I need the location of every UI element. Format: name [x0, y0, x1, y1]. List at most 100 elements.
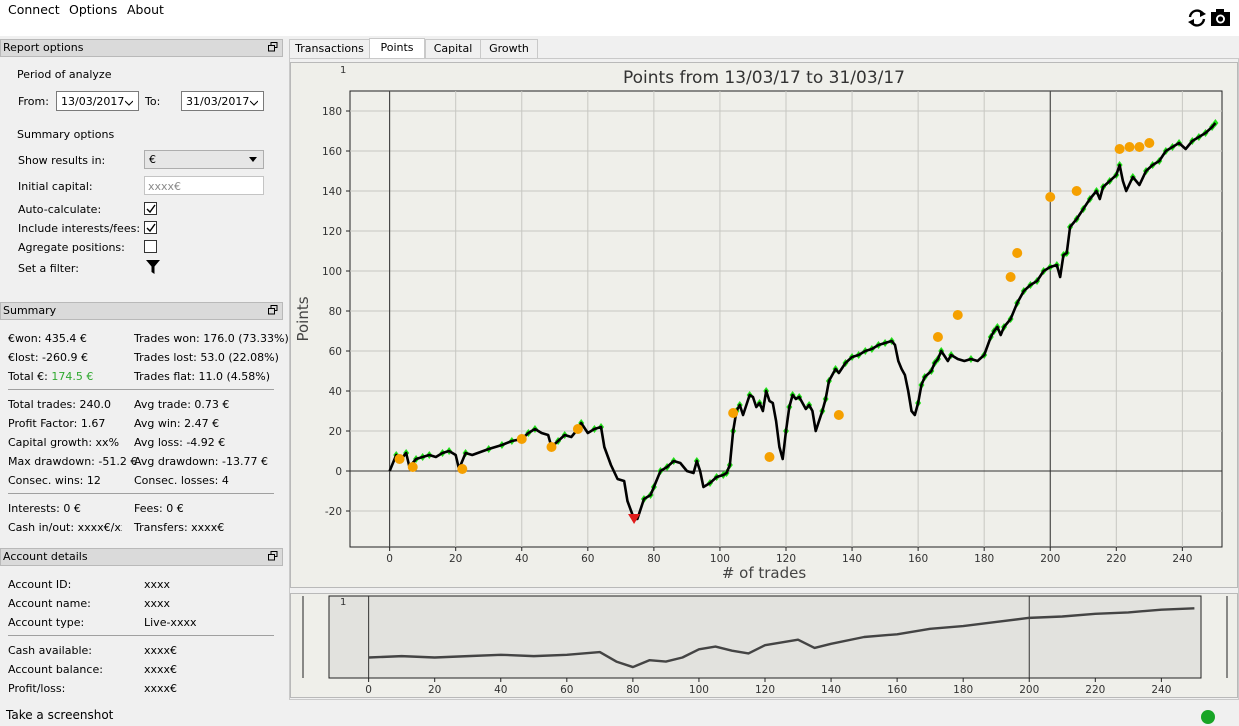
overview-x-tick-label: 220 [1085, 684, 1105, 696]
y-tick-label: 60 [329, 346, 342, 358]
divider [8, 389, 274, 390]
currency-select[interactable]: € [144, 150, 264, 169]
max-drawdown: Max drawdown: -51.2 € [8, 455, 138, 468]
min-marker [628, 514, 641, 524]
overview-x-tick-label: 20 [428, 684, 441, 696]
loss-marker [516, 434, 527, 444]
tab-points[interactable]: Points [369, 38, 425, 58]
y-tick-label: 100 [322, 266, 342, 278]
include-interests-checkbox[interactable] [144, 221, 157, 234]
profit-factor: Profit Factor: 1.67 [8, 417, 106, 430]
from-date-picker[interactable]: 13/03/2017 [56, 91, 139, 111]
from-label: From: [18, 95, 49, 108]
loss-marker [394, 454, 405, 464]
summary-header: Summary [0, 302, 283, 320]
avg-drawdown: Avg drawdown: -13.77 € [134, 455, 268, 468]
overview-x-tick-label: 80 [626, 684, 639, 696]
overview-x-tick-label: 240 [1151, 684, 1171, 696]
capital-growth: Capital growth: xx% [8, 436, 120, 449]
menu-about[interactable]: About [127, 2, 164, 17]
loss-marker [728, 408, 739, 418]
refresh-icon[interactable] [1186, 8, 1208, 28]
y-tick-label: 160 [322, 146, 342, 158]
points-chart[interactable]: 1 Points from 13/03/17 to 31/03/17 0 20 40 60… [291, 63, 1237, 587]
overview-x-tick-label: 200 [1019, 684, 1039, 696]
x-tick-label: 240 [1172, 553, 1192, 565]
account-type-label: Account type: [8, 616, 85, 629]
loss-marker [1114, 144, 1125, 154]
y-axis-label: Points [294, 296, 312, 341]
x-tick-label: 140 [842, 553, 862, 565]
total-euro-value: 174.5 € [51, 370, 94, 383]
tab-transactions[interactable]: Transactions [289, 39, 370, 58]
auto-calculate-label: Auto-calculate: [18, 203, 102, 216]
loss-marker [457, 464, 468, 474]
overview-x-tick-label: 40 [494, 684, 507, 696]
initial-capital-input[interactable]: xxxx€ [144, 176, 264, 195]
transfers: Transfers: xxxx€ [134, 521, 225, 534]
trades-flat: Trades flat: 11.0 (4.58%) [134, 370, 271, 383]
status-bar: Take a screenshot [0, 703, 1239, 726]
trades-lost: Trades lost: 53.0 (22.08%) [134, 351, 279, 364]
menu-bar: Connect Options About [0, 0, 1239, 36]
x-axis-label: # of trades [722, 564, 807, 582]
to-date-picker[interactable]: 31/03/2017 [181, 91, 264, 111]
filter-label: Set a filter: [18, 262, 79, 275]
overview-x-tick-label: 0 [365, 684, 372, 696]
overview-x-tick-label: 100 [689, 684, 709, 696]
overview-chart[interactable]: 1 0 20 40 60 80 100 120 140 160 180 200 220 240 [291, 594, 1237, 697]
overview-line [368, 607, 1195, 669]
x-tick-label: 60 [581, 553, 594, 565]
account-name-label: Account name: [8, 597, 91, 610]
total-euro: Total €: 174.5 € [8, 370, 94, 383]
float-panel-icon[interactable] [268, 551, 278, 561]
x-tick-label: 120 [776, 553, 796, 565]
total-trades: Total trades: 240.0 [8, 398, 111, 411]
chart-title: Points from 13/03/17 to 31/03/17 [623, 68, 905, 88]
overview-area [328, 595, 1202, 679]
loss-marker [546, 442, 557, 452]
to-label: To: [145, 95, 161, 108]
show-results-label: Show results in: [18, 154, 106, 167]
cash-in-out: Cash in/out: xxxx€/xxx [8, 521, 122, 534]
overview-x-tick-label: 140 [821, 684, 841, 696]
overview-x-tick-label: 120 [755, 684, 775, 696]
menu-options[interactable]: Options [69, 2, 118, 17]
float-panel-icon[interactable] [268, 42, 278, 52]
overview-corner-label: 1 [340, 597, 346, 608]
consec-losses: Consec. losses: 4 [134, 474, 229, 487]
account-id-label: Account ID: [8, 578, 72, 591]
tab-content: 1 Points from 13/03/17 to 31/03/17 0 20 40 60… [289, 58, 1239, 700]
filter-icon[interactable] [146, 260, 160, 278]
connection-status-icon [1201, 710, 1215, 724]
main-plot[interactable]: 1 Points from 13/03/17 to 31/03/17 0 20 40 60… [290, 62, 1238, 588]
overview-plot[interactable]: 1 0 20 40 60 80 100 120 140 160 180 200 220 240 [290, 593, 1238, 698]
tab-capital[interactable]: Capital [425, 39, 481, 58]
x-tick-label: 80 [647, 553, 660, 565]
float-panel-icon[interactable] [268, 305, 278, 315]
tab-growth[interactable]: Growth [480, 39, 538, 58]
divider [8, 493, 274, 494]
y-tick-label: 120 [322, 226, 342, 238]
account-id-value: xxxx [144, 578, 171, 591]
loss-marker [1071, 186, 1082, 196]
cash-available-label: Cash available: [8, 644, 92, 657]
fees: Fees: 0 € [134, 502, 184, 515]
y-tick-label: 40 [329, 386, 342, 398]
camera-icon[interactable] [1210, 8, 1232, 28]
include-interests-label: Include interests/fees: [18, 222, 141, 235]
x-tick-label: 160 [908, 553, 928, 565]
menu-connect[interactable]: Connect [8, 2, 60, 17]
x-tick-label: 220 [1106, 553, 1126, 565]
interests: Interests: 0 € [8, 502, 81, 515]
aggregate-checkbox[interactable] [144, 240, 157, 253]
auto-calculate-checkbox[interactable] [144, 202, 157, 215]
profit-loss-label: Profit/loss: [8, 682, 66, 695]
summary-options-label: Summary options [17, 128, 115, 141]
account-balance-value: xxxx€ [144, 663, 178, 676]
loss-marker [932, 332, 943, 342]
loss-marker [407, 462, 418, 472]
series-line [388, 122, 1217, 521]
x-tick-label: 100 [710, 553, 730, 565]
x-tick-label: 40 [515, 553, 528, 565]
